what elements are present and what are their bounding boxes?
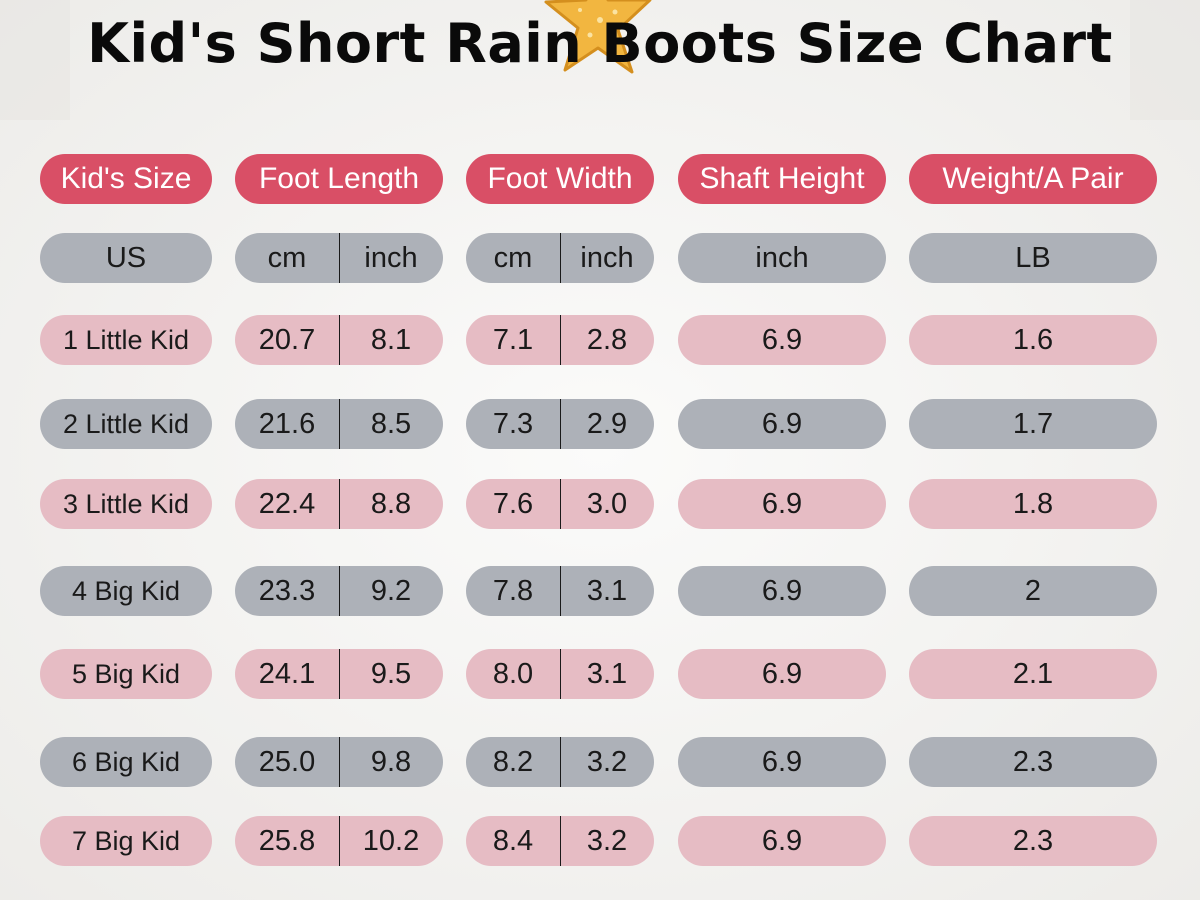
size-label: 1 Little Kid	[40, 315, 212, 365]
unit-length-inch: inch	[364, 241, 418, 274]
table-cell: 3.0	[586, 487, 628, 520]
size-label: 5 Big Kid	[40, 649, 212, 699]
size-label: 4 Big Kid	[40, 566, 212, 616]
table-cell: 1.6	[909, 315, 1157, 365]
table-cell-pair: 21.6 8.5	[235, 399, 443, 449]
table-cell: 2.8	[586, 323, 628, 356]
size-label: 2 Little Kid	[40, 399, 212, 449]
table-cell: 8.5	[370, 407, 412, 440]
table-cell: 9.2	[370, 574, 412, 607]
size-label: 6 Big Kid	[40, 737, 212, 787]
unit-weight: LB	[909, 233, 1157, 283]
table-cell-pair: 25.0 9.8	[235, 737, 443, 787]
cell-divider	[339, 649, 340, 699]
starfish-illustration	[544, 0, 652, 74]
table-cell: 20.7	[258, 323, 316, 356]
unit-width-cm: cm	[493, 241, 533, 274]
cell-divider	[560, 315, 561, 365]
table-cell: 23.3	[258, 574, 316, 607]
table-cell: 21.6	[258, 407, 316, 440]
table-cell: 6.9	[678, 649, 886, 699]
cell-divider	[560, 479, 561, 529]
table-cell-pair: 7.8 3.1	[466, 566, 654, 616]
table-cell-pair: 7.6 3.0	[466, 479, 654, 529]
table-cell: 6.9	[678, 566, 886, 616]
table-cell-pair: 8.0 3.1	[466, 649, 654, 699]
table-cell: 7.8	[492, 574, 534, 607]
table-cell: 3.1	[586, 574, 628, 607]
cell-divider	[339, 566, 340, 616]
table-cell: 2.9	[586, 407, 628, 440]
unit-size: US	[40, 233, 212, 283]
table-cell: 6.9	[678, 399, 886, 449]
cell-divider	[560, 737, 561, 787]
unit-width-inch: inch	[580, 241, 634, 274]
table-cell: 24.1	[258, 657, 316, 690]
table-cell: 2.1	[909, 649, 1157, 699]
cell-divider	[339, 737, 340, 787]
table-cell: 8.0	[492, 657, 534, 690]
unit-shaft: inch	[678, 233, 886, 283]
unit-length-cm: cm	[267, 241, 307, 274]
table-cell: 9.5	[370, 657, 412, 690]
table-cell: 2.3	[909, 816, 1157, 866]
table-cell: 6.9	[678, 479, 886, 529]
table-cell-pair: 22.4 8.8	[235, 479, 443, 529]
table-cell: 22.4	[258, 487, 316, 520]
table-cell-pair: 8.4 3.2	[466, 816, 654, 866]
table-cell-pair: 7.1 2.8	[466, 315, 654, 365]
cell-divider	[339, 816, 340, 866]
header-foot-width: Foot Width	[466, 154, 654, 204]
table-cell: 10.2	[362, 824, 420, 857]
table-cell-pair: 25.8 10.2	[235, 816, 443, 866]
header-weight: Weight/A Pair	[909, 154, 1157, 204]
size-label: 7 Big Kid	[40, 816, 212, 866]
table-cell: 2.3	[909, 737, 1157, 787]
cell-divider	[560, 816, 561, 866]
table-cell: 25.0	[258, 745, 316, 778]
size-label: 3 Little Kid	[40, 479, 212, 529]
table-cell-pair: 7.3 2.9	[466, 399, 654, 449]
table-cell: 3.1	[586, 657, 628, 690]
table-cell: 8.8	[370, 487, 412, 520]
table-cell: 6.9	[678, 737, 886, 787]
cell-divider	[339, 315, 340, 365]
unit-foot-length: cm inch	[235, 233, 443, 283]
table-cell-pair: 20.7 8.1	[235, 315, 443, 365]
table-cell: 7.3	[492, 407, 534, 440]
table-cell: 7.1	[492, 323, 534, 356]
header-kids-size: Kid's Size	[40, 154, 212, 204]
table-cell: 8.4	[492, 824, 534, 857]
table-cell: 3.2	[586, 745, 628, 778]
cell-divider	[339, 479, 340, 529]
table-cell: 7.6	[492, 487, 534, 520]
unit-divider	[560, 233, 561, 283]
header-shaft-height: Shaft Height	[678, 154, 886, 204]
cell-divider	[339, 399, 340, 449]
table-cell: 1.8	[909, 479, 1157, 529]
chart-title: Kid's Short Rain Boots Size Chart	[87, 12, 1113, 75]
table-cell: 2	[909, 566, 1157, 616]
table-cell-pair: 23.3 9.2	[235, 566, 443, 616]
table-cell: 1.7	[909, 399, 1157, 449]
table-cell: 3.2	[586, 824, 628, 857]
unit-foot-width: cm inch	[466, 233, 654, 283]
header-foot-length: Foot Length	[235, 154, 443, 204]
cell-divider	[560, 649, 561, 699]
table-cell: 25.8	[258, 824, 316, 857]
cell-divider	[560, 566, 561, 616]
table-cell: 9.8	[370, 745, 412, 778]
table-cell: 8.1	[370, 323, 412, 356]
table-cell: 6.9	[678, 816, 886, 866]
table-cell-pair: 8.2 3.2	[466, 737, 654, 787]
table-cell-pair: 24.1 9.5	[235, 649, 443, 699]
table-cell: 6.9	[678, 315, 886, 365]
unit-divider	[339, 233, 340, 283]
table-cell: 8.2	[492, 745, 534, 778]
cell-divider	[560, 399, 561, 449]
